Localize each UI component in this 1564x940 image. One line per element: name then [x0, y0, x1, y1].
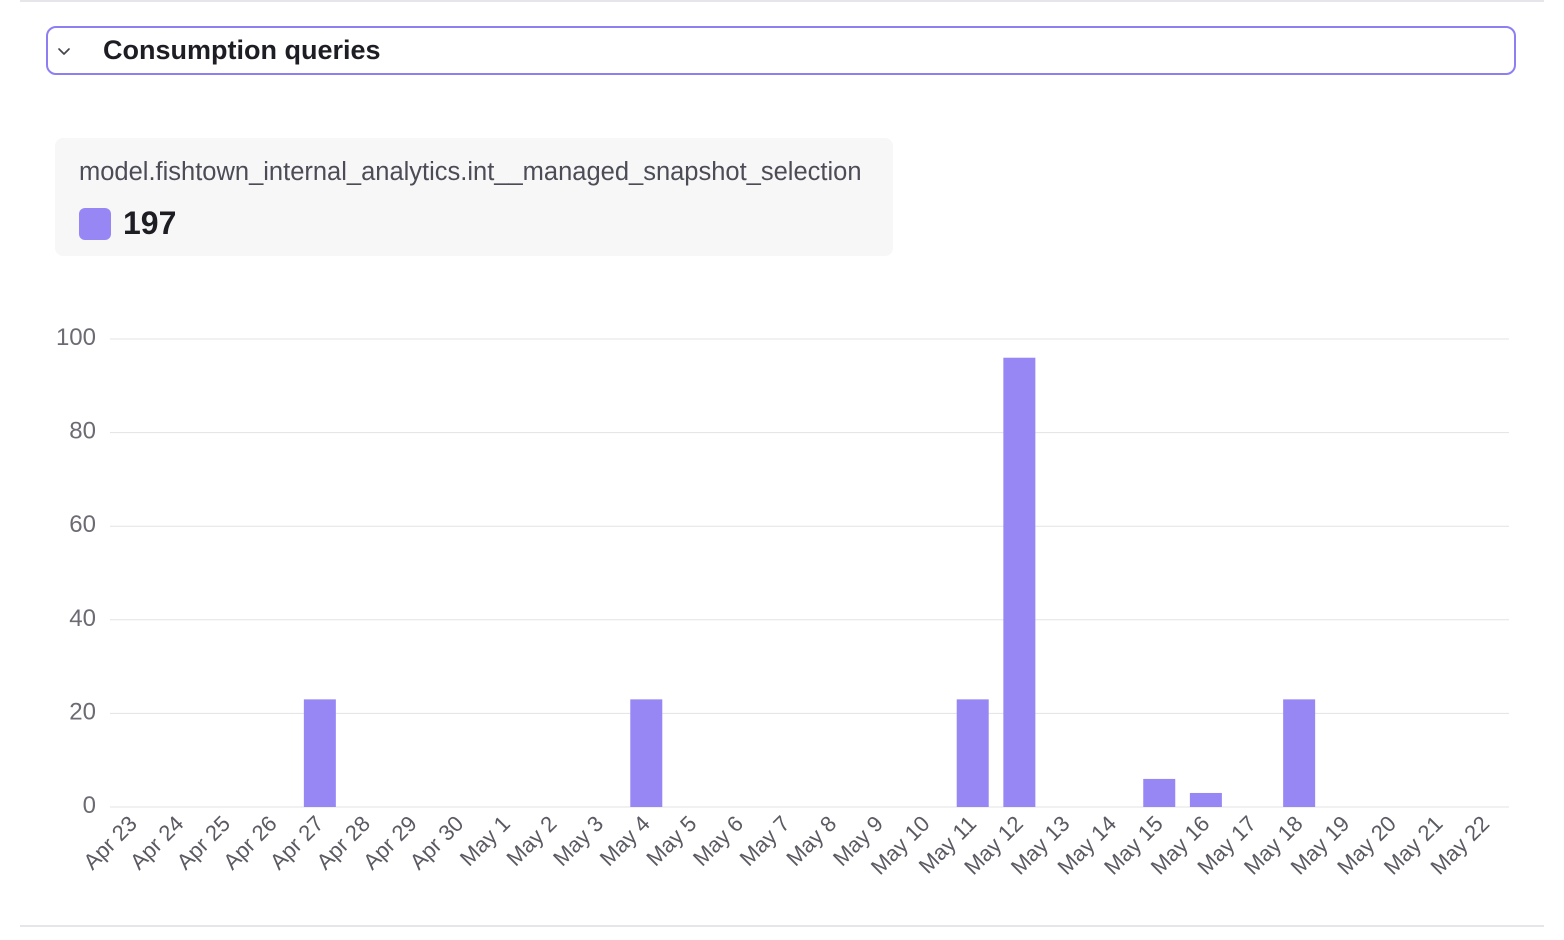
- svg-text:60: 60: [69, 511, 96, 538]
- svg-text:May 3: May 3: [548, 811, 608, 871]
- svg-text:May 4: May 4: [595, 811, 655, 871]
- svg-text:20: 20: [69, 698, 96, 725]
- svg-text:40: 40: [69, 605, 96, 632]
- svg-text:100: 100: [56, 324, 96, 351]
- svg-text:May 5: May 5: [641, 811, 701, 871]
- svg-text:May 7: May 7: [735, 811, 795, 871]
- svg-text:May 6: May 6: [688, 811, 748, 871]
- svg-text:0: 0: [83, 792, 96, 819]
- svg-text:Apr 30: Apr 30: [405, 811, 469, 875]
- svg-text:May 1: May 1: [455, 811, 515, 871]
- svg-text:May 2: May 2: [502, 811, 562, 871]
- svg-text:80: 80: [69, 418, 96, 445]
- svg-text:May 8: May 8: [781, 811, 841, 871]
